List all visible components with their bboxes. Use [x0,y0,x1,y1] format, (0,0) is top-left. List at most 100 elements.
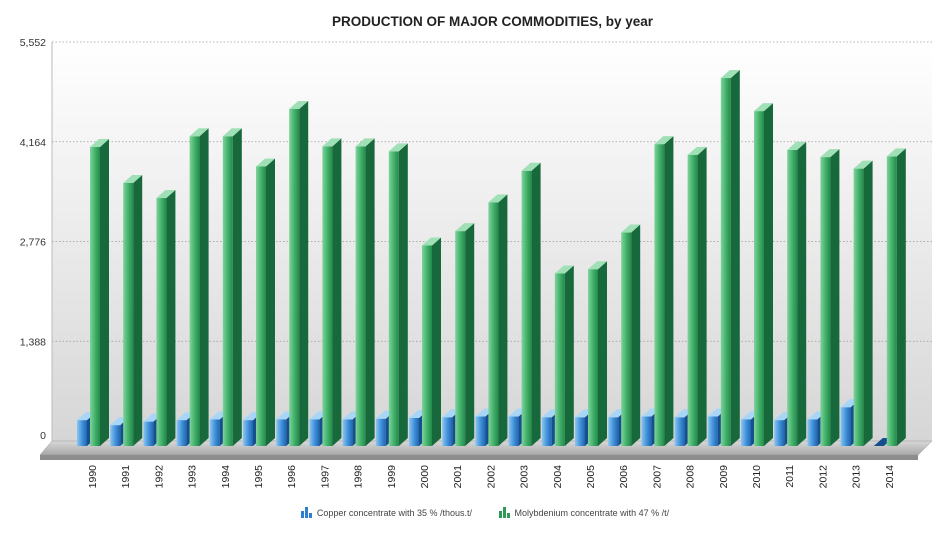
x-tick-label: 2007 [651,465,663,489]
x-tick-label: 2006 [618,465,630,489]
bar-side-face [564,265,574,446]
bar-top-face [886,148,906,157]
y-axis-labels: 0 1,388 2,776 4,164 5,552 [20,37,46,442]
bar-side-face [863,160,873,446]
x-tick-label: 2000 [419,465,431,489]
bar-top-face [322,138,342,147]
bar-molybdenum-2004 [554,265,574,446]
bar-top-face [820,149,840,158]
bar-front-face [342,419,353,446]
x-tick-label: 1999 [386,465,398,489]
bar-side-face [797,141,807,446]
bar-side-face [664,136,674,446]
bar-front-face [77,420,87,446]
x-tick-label: 2014 [884,465,896,489]
bar-chart-icon [498,507,510,518]
bar-molybdenum-2007 [654,136,674,446]
bar-front-face [156,198,167,446]
bar-front-face [455,231,466,446]
x-tick-label: 2001 [452,465,464,489]
x-tick-label: 2013 [851,465,863,489]
bar-side-face [398,143,408,446]
bar-molybdenum-1999 [388,143,408,446]
x-tick-label: 1991 [120,465,132,489]
bar-molybdenum-2013 [853,160,873,446]
bar-molybdenum-2002 [488,194,508,446]
bar-front-face [388,151,399,446]
bar-side-face [896,148,906,446]
bar-top-face [720,70,740,79]
bar-molybdenum-2011 [787,141,807,446]
bar-side-face [266,158,275,446]
bar-front-face [508,416,519,446]
bar-side-face [631,224,641,446]
bar-front-face [276,419,287,446]
bar-front-face [853,168,864,446]
bar-top-face [156,190,176,199]
bar-front-face [222,136,233,446]
bar-front-face [588,269,598,446]
bar-front-face [488,202,499,446]
legend: Copper concentrate with 35 % /thous.t/ M… [0,507,950,520]
bar-top-face [256,158,275,167]
bar-front-face [575,417,585,446]
bar-molybdenum-2001 [455,223,475,446]
bar-molybdenum-1991 [123,174,143,446]
bar-front-face [422,245,432,446]
bar-front-face [189,136,200,446]
x-tick-label: 1998 [353,465,365,489]
bar-side-face [166,190,176,446]
bar-front-face [820,157,831,447]
bar-front-face [687,154,698,446]
x-tick-label: 1997 [319,465,331,489]
bar-front-face [608,417,619,446]
bar-molybdenum-2012 [820,149,840,447]
bar-top-face [754,103,773,112]
chart-floor-edge [40,455,918,460]
x-tick-label: 2004 [552,465,564,489]
x-axis-labels: 1990 1991 1992 1993 1994 1995 1996 1997 1998 1999… [87,465,896,489]
x-tick-label: 2011 [784,465,796,488]
bar-top-face [621,224,641,233]
bar-molybdenum-2009 [720,70,740,446]
legend-item-molybdenum[interactable]: Molybdenium concentrate with 47 % /t/ [498,507,669,518]
y-tick-label: 5,552 [20,37,46,49]
bar-top-face [455,223,475,232]
bar-chart-icon [300,507,312,518]
bar-molybdenum-1996 [289,100,309,446]
bar-molybdenum-2000 [422,237,441,446]
legend-item-copper[interactable]: Copper concentrate with 35 % /thous.t/ [300,507,472,518]
bar-front-face [641,416,652,446]
bar-molybdenum-1998 [355,138,375,447]
x-tick-label: 1990 [87,465,99,489]
bar-top-face [388,143,408,152]
bar-top-face [123,174,143,183]
y-tick-label: 4,164 [20,137,46,149]
bar-front-face [720,78,731,446]
x-tick-label: 1994 [220,465,232,489]
bar-molybdenum-2010 [754,103,773,447]
bar-front-face [554,273,565,446]
x-tick-label: 1993 [187,465,199,489]
bar-side-face [432,237,441,446]
bar-front-face [90,147,100,446]
bar-top-face [422,237,441,246]
bar-side-face [830,149,840,447]
x-tick-label: 2003 [519,465,531,489]
bar-top-face [853,160,873,169]
bar-front-face [123,182,134,446]
bar-molybdenum-1990 [90,139,109,446]
bar-front-face [176,420,187,446]
y-tick-label: 2,776 [20,237,46,249]
legend-label-copper: Copper concentrate with 35 % /thous.t/ [316,507,472,518]
chart-title: PRODUCTION OF MAJOR COMMODITIES, by year [331,14,654,29]
y-tick-label: 1,388 [20,336,46,348]
bar-front-face [886,156,897,446]
x-tick-label: 1996 [286,465,298,489]
x-tick-label: 2005 [585,465,597,489]
x-tick-label: 2002 [485,465,497,489]
bar-top-face [289,100,309,109]
bar-front-face [143,421,154,446]
